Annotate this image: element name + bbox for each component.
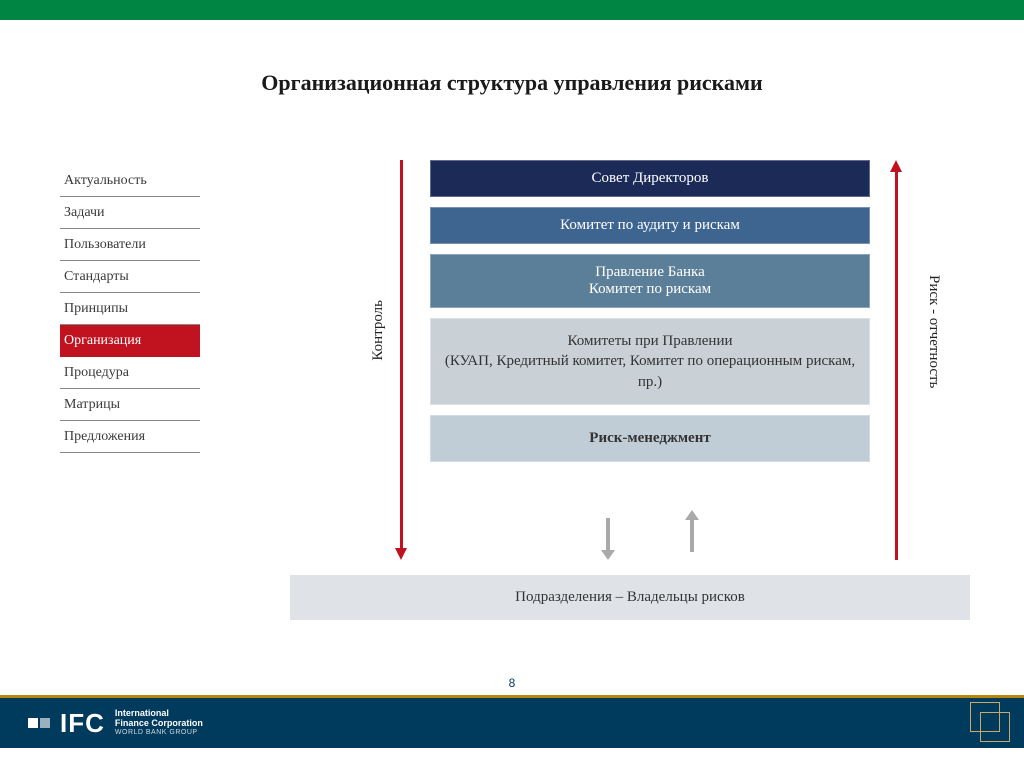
- block-text: (КУАП, Кредитный комитет, Комитет по опе…: [441, 351, 859, 392]
- logo-abbrev: IFC: [60, 708, 105, 739]
- block-text: Комитет по аудиту и рискам: [560, 217, 740, 233]
- block-text: Подразделения – Владельцы рисков: [515, 589, 745, 605]
- nav-item-proposals[interactable]: Предложения: [60, 421, 200, 453]
- footer: IFC International Finance Corporation WO…: [0, 695, 1024, 748]
- corner-decoration-icon: [968, 700, 1010, 742]
- top-bar: [0, 0, 1024, 20]
- nav-item-tasks[interactable]: Задачи: [60, 197, 200, 229]
- page-number: 8: [0, 676, 1024, 690]
- sidebar-nav: Актуальность Задачи Пользователи Стандар…: [60, 165, 200, 453]
- org-structure-diagram: Совет Директоров Комитет по аудиту и рис…: [430, 160, 870, 472]
- ifc-logo: IFC International Finance Corporation WO…: [28, 708, 203, 739]
- block-text: Совет Директоров: [592, 170, 709, 186]
- reporting-label: Риск - отчетность: [925, 275, 942, 388]
- logo-line2: Finance Corporation: [115, 719, 203, 729]
- block-management: Правление Банка Комитет по рискам: [430, 254, 870, 308]
- block-board: Совет Директоров: [430, 160, 870, 197]
- block-divisions: Подразделения – Владельцы рисков: [290, 575, 970, 620]
- mini-arrow-down-icon: [601, 510, 615, 560]
- block-text: Комитеты при Правлении: [441, 331, 859, 351]
- block-audit-committee: Комитет по аудиту и рискам: [430, 207, 870, 244]
- mini-arrow-up-icon: [685, 510, 699, 560]
- nav-item-users[interactable]: Пользователи: [60, 229, 200, 261]
- nav-item-procedure[interactable]: Процедура: [60, 357, 200, 389]
- block-text: Комитет по рискам: [441, 281, 859, 298]
- nav-item-standards[interactable]: Стандарты: [60, 261, 200, 293]
- block-risk-management: Риск-менеджмент: [430, 415, 870, 462]
- logo-mark-icon: [28, 718, 50, 728]
- block-text: Риск-менеджмент: [589, 430, 710, 446]
- control-label: Контроль: [370, 300, 387, 361]
- mini-arrows: [430, 510, 870, 560]
- nav-item-relevance[interactable]: Актуальность: [60, 165, 200, 197]
- nav-item-principles[interactable]: Принципы: [60, 293, 200, 325]
- nav-item-matrices[interactable]: Матрицы: [60, 389, 200, 421]
- nav-item-organization[interactable]: Организация: [60, 325, 200, 357]
- page-title: Организационная структура управления рис…: [0, 70, 1024, 96]
- logo-text: International Finance Corporation WORLD …: [115, 709, 203, 736]
- block-text: Правление Банка: [441, 264, 859, 281]
- footer-band: IFC International Finance Corporation WO…: [0, 698, 1024, 748]
- slide: Организационная структура управления рис…: [0, 20, 1024, 748]
- logo-sub: WORLD BANK GROUP: [115, 729, 203, 737]
- block-committees: Комитеты при Правлении (КУАП, Кредитный …: [430, 318, 870, 405]
